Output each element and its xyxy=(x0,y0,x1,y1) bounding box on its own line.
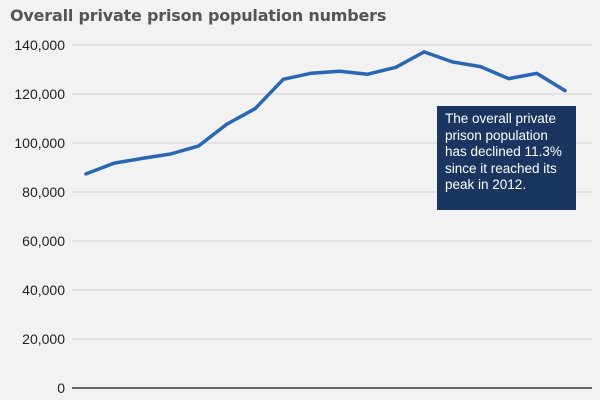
data-point xyxy=(197,144,201,148)
y-tick-label: 140,000 xyxy=(14,37,65,53)
y-tick-label: 100,000 xyxy=(14,135,65,151)
series-line xyxy=(84,50,567,176)
y-axis-ticks: 0 20,000 40,000 60,000 80,000 100,000 120,000 1… xyxy=(14,37,65,396)
y-tick-label: 60,000 xyxy=(22,233,65,249)
data-point xyxy=(338,69,342,73)
data-point xyxy=(309,71,313,75)
y-tick-label: 120,000 xyxy=(14,86,65,102)
series-layer xyxy=(84,50,567,176)
data-point xyxy=(366,72,370,76)
data-point xyxy=(140,156,144,160)
y-tick-label: 80,000 xyxy=(22,184,65,200)
data-point xyxy=(478,65,483,69)
y-tick-label: 20,000 xyxy=(22,331,65,347)
data-point xyxy=(168,152,173,156)
data-point xyxy=(450,60,454,64)
grid-lines xyxy=(72,44,592,389)
data-point xyxy=(422,50,426,54)
data-point xyxy=(253,107,257,111)
data-point xyxy=(225,122,229,126)
data-point xyxy=(507,77,511,81)
data-point xyxy=(535,71,539,75)
y-tick-label: 0 xyxy=(57,380,65,396)
data-point xyxy=(281,77,285,81)
data-point xyxy=(84,172,88,176)
data-point xyxy=(394,65,398,69)
chart-title: Overall private prison population number… xyxy=(10,6,387,25)
data-point xyxy=(563,89,567,93)
y-tick-label: 40,000 xyxy=(22,282,65,298)
data-point xyxy=(112,161,116,165)
annotation-box: The overall private prison population ha… xyxy=(437,106,576,210)
